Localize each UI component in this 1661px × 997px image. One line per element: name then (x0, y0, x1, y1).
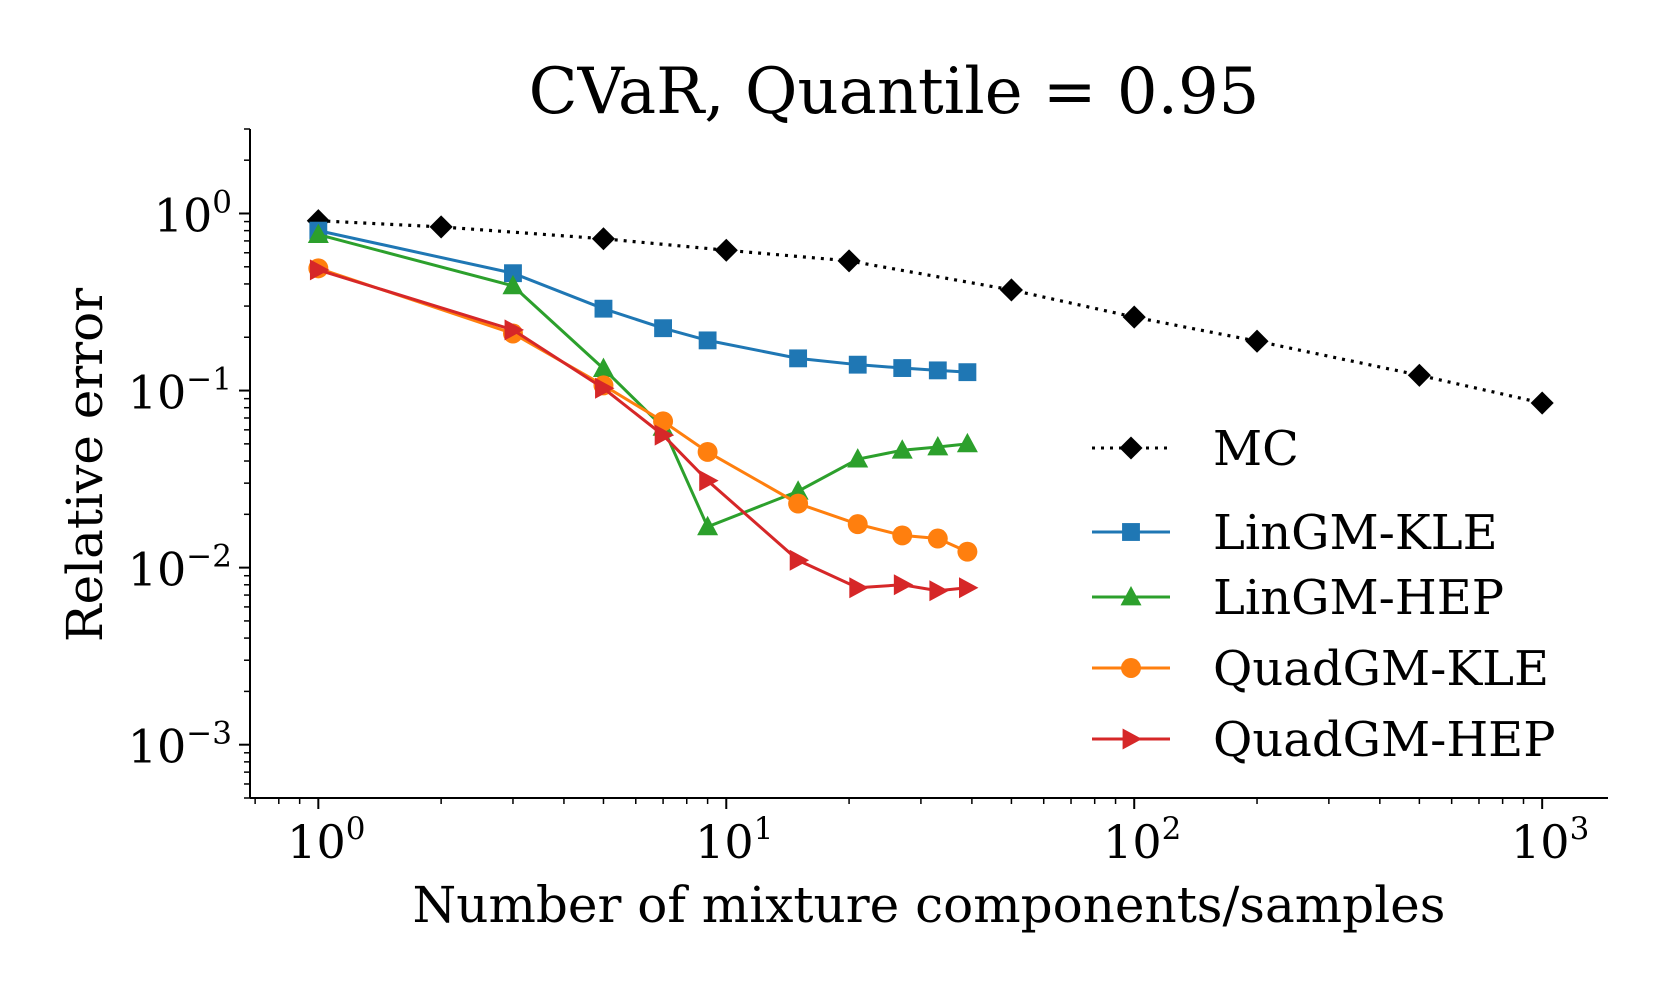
data-point (594, 299, 613, 318)
data-point (1530, 391, 1554, 415)
legend-label: LinGM-KLE (1213, 505, 1498, 561)
data-point (999, 278, 1023, 302)
legend-label: QuadGM-KLE (1213, 641, 1549, 697)
data-point (928, 361, 947, 380)
x-tick-label: 103 (1511, 811, 1589, 869)
data-point (927, 435, 949, 456)
data-point (1407, 363, 1431, 387)
data-point (958, 363, 977, 382)
legend-marker (1121, 658, 1141, 678)
y-tick-label: 10−2 (128, 539, 232, 597)
data-point (891, 439, 913, 459)
series-line (317, 268, 968, 593)
data-point (957, 541, 978, 562)
x-tick-label: 102 (1103, 811, 1181, 869)
data-point (654, 424, 675, 446)
data-point (927, 528, 948, 549)
data-point (714, 238, 738, 262)
data-point (848, 355, 867, 374)
data-point (591, 227, 616, 251)
data-point (699, 470, 719, 492)
legend-marker (1120, 585, 1142, 606)
data-point (595, 377, 615, 399)
y-tick-label: 10−3 (128, 716, 232, 774)
data-point (893, 359, 912, 377)
data-point (929, 580, 949, 602)
data-point (847, 448, 869, 468)
data-point (502, 274, 524, 295)
data-point (837, 249, 861, 273)
legend-label: QuadGM-HEP (1213, 712, 1556, 768)
plot-area: 100 101 102 103 100 10−1 10−2 10−3 (128, 128, 1608, 869)
legend-marker (1122, 523, 1140, 541)
series-lingm-kle (309, 221, 977, 382)
legend-item-mc: MC (1092, 421, 1299, 477)
data-point (958, 577, 979, 599)
data-point (1122, 305, 1146, 329)
data-point (309, 259, 330, 281)
series-line (317, 266, 969, 554)
series-quadgm-hep (309, 259, 979, 602)
series-line (317, 233, 968, 529)
data-point (893, 574, 914, 596)
data-point (789, 349, 808, 368)
series-layer (306, 209, 1554, 602)
data-point (892, 525, 913, 546)
x-ticks: 100 101 102 103 (254, 798, 1589, 869)
data-point (789, 549, 810, 571)
legend-marker (1122, 728, 1143, 750)
x-tick-label: 101 (695, 811, 773, 869)
y-tick-label: 10−1 (128, 362, 232, 420)
x-tick-label: 100 (287, 811, 365, 869)
legend: MC LinGM-KLE LinGM-HEP QuadGM-KLE QuadGM-HEP (1092, 421, 1556, 768)
series-quadgm-kle (308, 258, 978, 562)
data-point (504, 264, 522, 283)
data-point (956, 432, 978, 453)
data-point (654, 319, 673, 338)
legend-label: LinGM-HEP (1213, 570, 1504, 626)
data-point (847, 514, 868, 535)
series-line (318, 229, 968, 374)
data-point (307, 223, 329, 243)
legend-item-quadgm-hep: QuadGM-HEP (1092, 712, 1556, 768)
legend-marker (1119, 436, 1143, 460)
data-point (787, 480, 809, 500)
legend-item-lingm-kle: LinGM-KLE (1092, 505, 1498, 561)
data-point (849, 577, 869, 599)
data-point (788, 493, 809, 514)
y-axis-label: Relative error (56, 288, 114, 642)
series-line (318, 219, 1543, 405)
data-point (698, 331, 717, 350)
data-point (1245, 329, 1269, 353)
y-ticks: 100 10−1 10−2 10−3 (128, 128, 250, 799)
data-point (653, 411, 674, 432)
data-point (429, 215, 453, 239)
data-point (697, 515, 719, 536)
legend-item-quadgm-kle: QuadGM-KLE (1092, 641, 1549, 697)
legend-item-lingm-hep: LinGM-HEP (1092, 570, 1504, 626)
x-axis-label: Number of mixture components/samples (413, 876, 1446, 934)
y-tick-label: 100 (154, 184, 232, 242)
chart-title: CVaR, Quantile = 0.95 (529, 55, 1260, 129)
data-point (504, 319, 524, 341)
series-mc (306, 209, 1554, 415)
series-lingm-hep (307, 223, 978, 536)
legend-label: MC (1213, 421, 1299, 477)
data-point (592, 357, 614, 378)
data-point (697, 441, 718, 462)
